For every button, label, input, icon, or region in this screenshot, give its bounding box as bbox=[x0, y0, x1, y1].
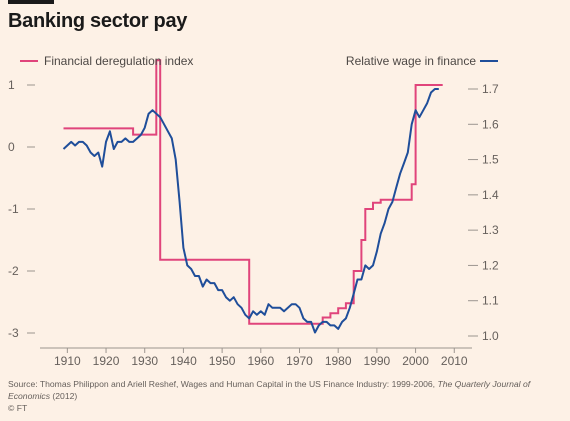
x-tick-label: 1970 bbox=[286, 354, 313, 368]
chart: 10-1-2-3 1.71.61.51.41.31.21.11.0 1910 19… bbox=[8, 54, 499, 368]
legend-wage-label: Relative wage in finance bbox=[346, 54, 476, 68]
series-group bbox=[62, 59, 443, 334]
right-tick-label: 1.2 bbox=[482, 258, 499, 272]
left-tick-label: -3 bbox=[8, 326, 19, 340]
legend: Financial deregulation index Relative wag… bbox=[20, 54, 498, 68]
left-tick-label: -2 bbox=[8, 264, 19, 278]
x-tick-label: 1950 bbox=[209, 354, 236, 368]
right-tick-label: 1.4 bbox=[482, 188, 499, 202]
copyright: © FT bbox=[8, 403, 28, 413]
source-text: Source: Thomas Philippon and Ariell Resh… bbox=[8, 379, 438, 389]
x-tick-label: 1920 bbox=[93, 354, 120, 368]
ft-top-bar bbox=[8, 0, 54, 4]
right-tick-label: 1.1 bbox=[482, 294, 499, 308]
x-tick-label: 2010 bbox=[441, 354, 468, 368]
series-wage-line bbox=[62, 88, 439, 334]
x-tick-label: 1930 bbox=[131, 354, 158, 368]
legend-deregulation-label: Financial deregulation index bbox=[44, 54, 193, 68]
source-journal: The Quarterly Journal of Economics bbox=[8, 379, 531, 401]
x-tick-label: 2000 bbox=[402, 354, 429, 368]
x-tick-label: 1910 bbox=[54, 354, 81, 368]
right-tick-label: 1.0 bbox=[482, 329, 499, 343]
left-axis: 1 0 -1 -2 -3 bbox=[8, 78, 35, 340]
right-tick-label: 1.3 bbox=[482, 223, 499, 237]
x-tick-label: 1960 bbox=[247, 354, 274, 368]
source-note: Source: Thomas Philippon and Ariell Resh… bbox=[8, 378, 564, 414]
series-deregulation-line bbox=[63, 59, 443, 325]
right-tick-label: 1.7 bbox=[482, 82, 499, 96]
x-tick-label: 1940 bbox=[170, 354, 197, 368]
right-tick-label: 1.5 bbox=[482, 153, 499, 167]
chart-title: Banking sector pay bbox=[8, 10, 188, 32]
left-tick-label: 0 bbox=[8, 140, 15, 154]
right-axis: 1.7 1.6 1.5 1.4 1.3 1.2 1.1 1.0 bbox=[468, 82, 499, 343]
source-year: (2012) bbox=[50, 391, 78, 401]
x-axis: 1910 1920 1930 1940 1950 1960 1970 1980 1990 2000… bbox=[40, 347, 472, 368]
left-tick-label: -1 bbox=[8, 202, 19, 216]
x-tick-label: 1990 bbox=[364, 354, 391, 368]
left-tick-label: 1 bbox=[8, 78, 15, 92]
right-tick-label: 1.6 bbox=[482, 117, 499, 131]
x-tick-label: 1980 bbox=[325, 354, 352, 368]
